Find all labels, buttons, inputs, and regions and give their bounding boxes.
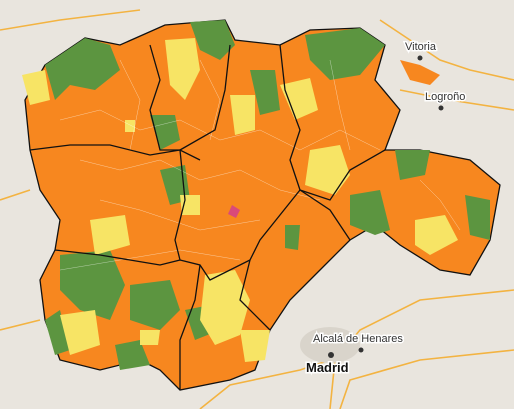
road	[329, 289, 514, 409]
capital-marker	[228, 205, 240, 218]
yellow-areas	[22, 38, 458, 362]
city-dot	[417, 55, 423, 61]
province-borders	[29, 44, 386, 390]
enclave	[400, 60, 440, 85]
road	[0, 9, 141, 31]
municipal-borders	[59, 59, 461, 271]
city-dot	[438, 105, 444, 111]
road	[0, 319, 41, 331]
city-label: Madrid	[306, 360, 349, 375]
city-label: Logroño	[425, 91, 465, 103]
city-label: Alcalá de Henares	[313, 333, 403, 345]
city-dot	[328, 352, 334, 358]
road	[379, 19, 514, 81]
road	[199, 359, 331, 409]
road	[339, 349, 514, 409]
road	[0, 189, 31, 201]
region	[22, 19, 501, 391]
city-dot	[358, 347, 364, 353]
city-label: Vitoria	[405, 41, 437, 53]
green-areas	[45, 20, 490, 370]
city-labels: Vitoria Logroño Alcalá de Henares Madrid	[305, 40, 467, 377]
road	[399, 89, 514, 111]
roads	[0, 9, 514, 409]
urban-area	[300, 327, 360, 363]
